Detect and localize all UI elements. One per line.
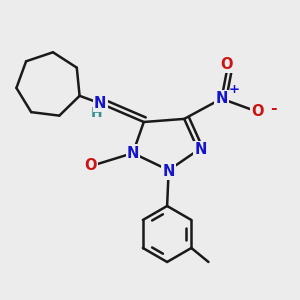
Text: N: N — [94, 96, 106, 111]
Text: N: N — [194, 142, 207, 158]
Text: O: O — [220, 57, 233, 72]
Text: O: O — [251, 103, 264, 118]
Text: N: N — [215, 91, 228, 106]
Text: H: H — [91, 106, 103, 120]
Text: +: + — [229, 83, 240, 97]
Text: N: N — [163, 164, 175, 179]
Text: -: - — [271, 101, 277, 116]
Text: O: O — [85, 158, 97, 173]
Text: N: N — [127, 146, 139, 160]
